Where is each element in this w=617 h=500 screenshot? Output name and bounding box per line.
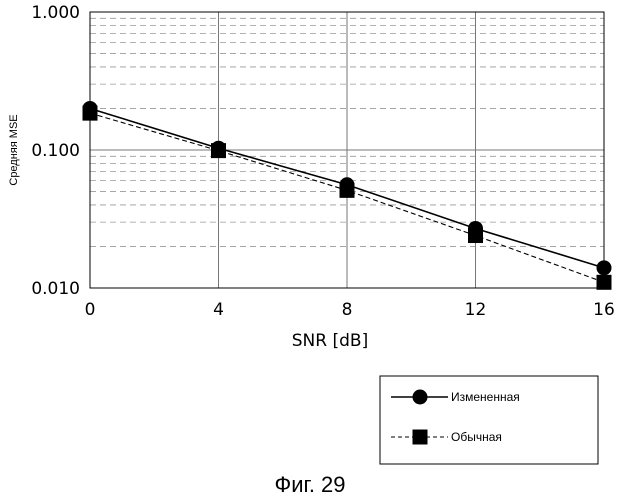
data-point bbox=[340, 183, 355, 198]
x-tick-label: 0 bbox=[85, 300, 96, 320]
figure-caption: Фиг. 29 bbox=[274, 472, 345, 497]
y-tick-label: 1.000 bbox=[31, 3, 80, 23]
x-axis-label: SNR [dB] bbox=[292, 331, 368, 351]
x-tick-labels: 0 4 8 12 16 bbox=[85, 300, 615, 320]
legend-label-modified: Измененная bbox=[451, 390, 520, 404]
y-axis-label: Средняя MSE bbox=[8, 114, 20, 185]
y-tick-label: 0.010 bbox=[31, 279, 80, 299]
legend-marker-square bbox=[413, 430, 428, 445]
x-tick-label: 4 bbox=[213, 300, 224, 320]
x-tick-label: 16 bbox=[593, 300, 615, 320]
y-tick-labels: 0.010 0.100 1.000 bbox=[31, 3, 80, 299]
data-point bbox=[597, 260, 612, 275]
x-tick-label: 8 bbox=[342, 300, 353, 320]
legend-label-regular: Обычная bbox=[451, 430, 502, 444]
y-tick-label: 0.100 bbox=[31, 141, 80, 161]
data-point bbox=[83, 106, 98, 121]
x-tick-label: 12 bbox=[465, 300, 487, 320]
grid-lines bbox=[90, 12, 604, 288]
legend: Измененная Обычная bbox=[380, 376, 598, 464]
legend-marker-circle bbox=[413, 390, 428, 405]
data-point bbox=[597, 275, 612, 290]
data-point bbox=[468, 228, 483, 243]
data-point bbox=[211, 143, 226, 158]
